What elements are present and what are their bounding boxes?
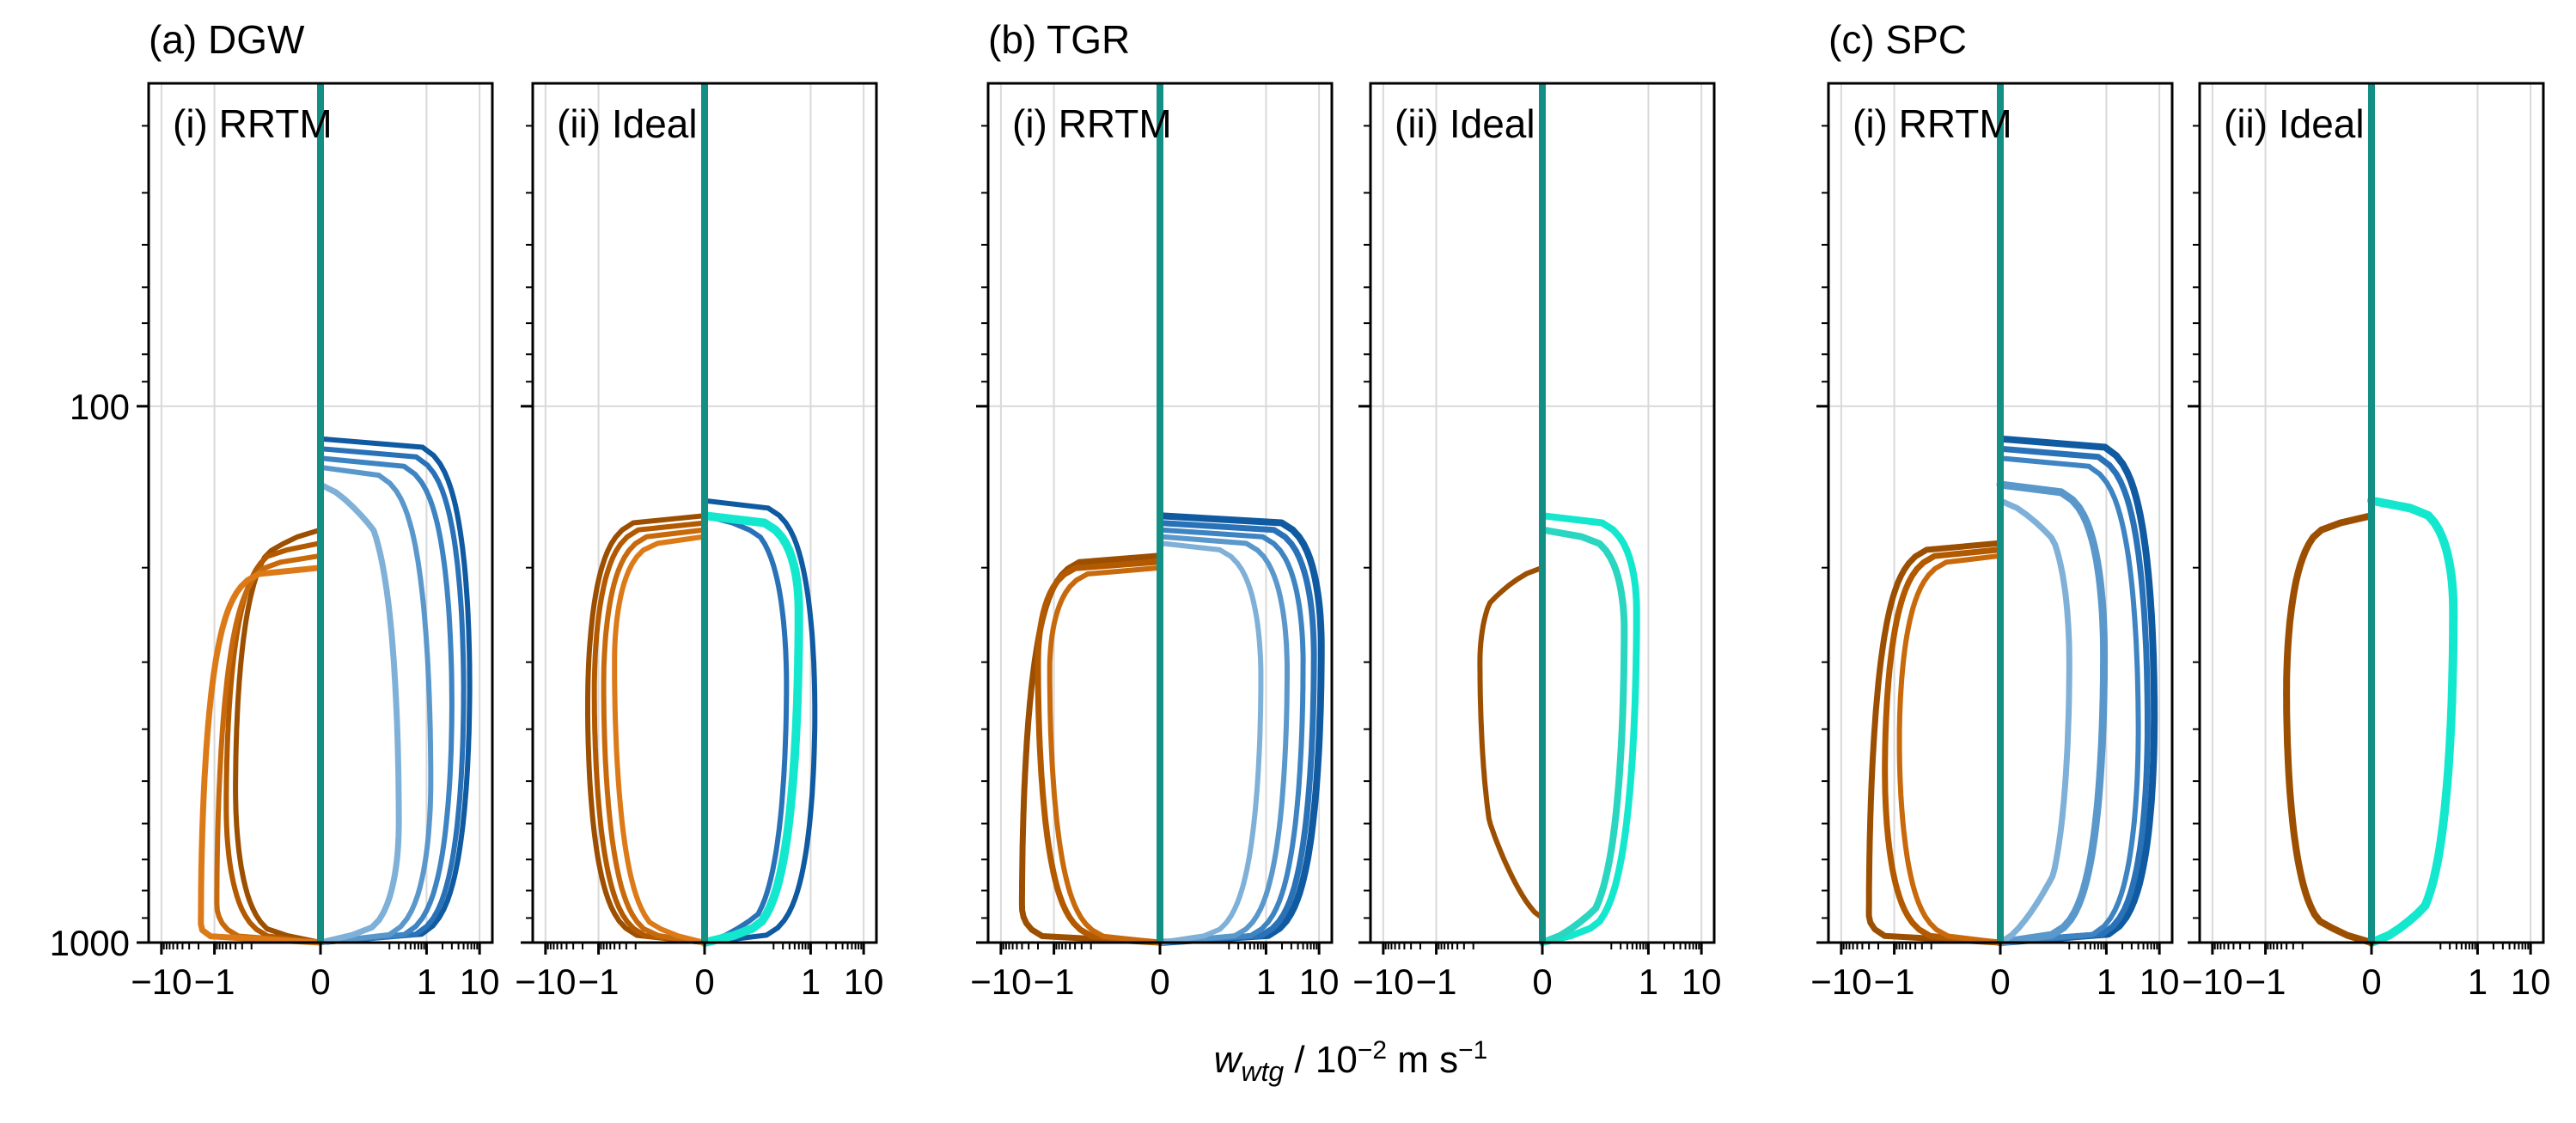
profile-line xyxy=(702,497,818,945)
profile-line xyxy=(585,513,707,945)
x-tick-label: 10 xyxy=(2140,961,2180,1002)
profile-line xyxy=(591,520,707,945)
profile-line xyxy=(1477,565,1545,921)
profile-line xyxy=(318,455,455,945)
profile-line xyxy=(1882,546,2004,946)
profile-line xyxy=(1998,455,2141,945)
panel-3: −10 −1 0 1 10(b) TGR(i) RRTM xyxy=(970,17,1339,1002)
profile-line xyxy=(2367,496,2458,947)
x-tick-label: 1 xyxy=(1639,961,1658,1002)
x-tick-label: −10 xyxy=(515,961,576,1002)
group-title: (c) SPC xyxy=(1828,17,1967,62)
profile-line xyxy=(1539,526,1628,946)
panel-label: (ii) Ideal xyxy=(1395,101,1535,146)
x-tick-label: 10 xyxy=(844,961,884,1002)
y-tick-label: 1000 xyxy=(50,923,130,963)
group-title: (b) TGR xyxy=(988,17,1130,62)
x-tick-label: 1 xyxy=(1256,961,1276,1002)
x-tick-label: −1 xyxy=(1034,961,1075,1002)
x-tick-label: 1 xyxy=(801,961,821,1002)
profile-line xyxy=(1997,497,2072,946)
x-tick-label: 0 xyxy=(1532,961,1552,1002)
x-tick-label: 0 xyxy=(1150,961,1169,1002)
x-tick-label: −10 xyxy=(1810,961,1871,1002)
panel-6: −10 −1 0 1 10(ii) Ideal xyxy=(2182,82,2551,1002)
x-tick-label: 10 xyxy=(1682,961,1722,1002)
panel-label: (i) RRTM xyxy=(173,101,333,146)
panel-label: (i) RRTM xyxy=(1012,101,1172,146)
profile-line xyxy=(318,436,473,945)
x-tick-label: −1 xyxy=(1874,961,1915,1002)
panel-2: −10 −1 0 1 10(ii) Ideal xyxy=(515,82,884,1002)
profile-line xyxy=(318,446,467,945)
x-tick-label: −1 xyxy=(194,961,235,1002)
x-tick-label: 0 xyxy=(310,961,330,1002)
profile-line xyxy=(1996,480,2109,947)
profile-line xyxy=(214,552,323,945)
profile-line xyxy=(1047,565,1163,945)
profile-line xyxy=(317,481,402,946)
panel-4: −10 −1 0 1 10(ii) Ideal xyxy=(1352,82,1722,1002)
profile-line xyxy=(198,565,324,946)
x-tick-label: −1 xyxy=(2245,961,2286,1002)
profile-line xyxy=(702,513,790,945)
profile-line xyxy=(1157,520,1317,946)
x-tick-label: −1 xyxy=(578,961,620,1002)
profile-line xyxy=(1865,540,2004,946)
profile-line xyxy=(1539,512,1640,946)
profile-line xyxy=(1157,512,1325,946)
profile-line xyxy=(1997,435,2158,946)
x-tick-label: 10 xyxy=(1299,961,1340,1002)
profile-line xyxy=(2283,512,2375,946)
x-tick-label: 10 xyxy=(2511,961,2551,1002)
profile-line xyxy=(233,527,323,945)
profile-line xyxy=(1157,534,1290,945)
profile-line xyxy=(612,534,707,945)
x-tick-label: 1 xyxy=(2468,961,2487,1002)
profile-line xyxy=(1896,552,2003,945)
x-axis-label: wwtg / 10−2 m s−1 xyxy=(1214,1036,1488,1087)
panel-label: (ii) Ideal xyxy=(557,101,698,146)
panel-label: (ii) Ideal xyxy=(2224,101,2365,146)
x-tick-label: 0 xyxy=(2361,961,2381,1002)
x-tick-label: −10 xyxy=(131,961,192,1002)
profile-line xyxy=(318,464,434,945)
profile-line xyxy=(601,527,707,945)
profile-line xyxy=(1035,558,1163,946)
profile-line xyxy=(1157,527,1306,945)
y-tick-label: 100 xyxy=(70,387,130,427)
x-tick-label: 0 xyxy=(1990,961,2010,1002)
x-tick-label: −10 xyxy=(970,961,1031,1002)
x-tick-label: 10 xyxy=(460,961,500,1002)
x-tick-label: −10 xyxy=(1352,961,1413,1002)
profile-line xyxy=(1997,445,2151,946)
panel-5: −10 −1 0 1 10(c) SPC(i) RRTM xyxy=(1810,17,2179,1002)
x-tick-label: 1 xyxy=(417,961,436,1002)
x-tick-label: 1 xyxy=(2097,961,2116,1002)
group-title: (a) DGW xyxy=(149,17,305,62)
x-tick-label: −1 xyxy=(1416,961,1457,1002)
panel-label: (i) RRTM xyxy=(1853,101,2012,146)
profile-line xyxy=(1157,540,1264,945)
profile-line xyxy=(700,511,803,947)
x-tick-label: −10 xyxy=(2182,961,2243,1002)
x-tick-label: 0 xyxy=(694,961,714,1002)
